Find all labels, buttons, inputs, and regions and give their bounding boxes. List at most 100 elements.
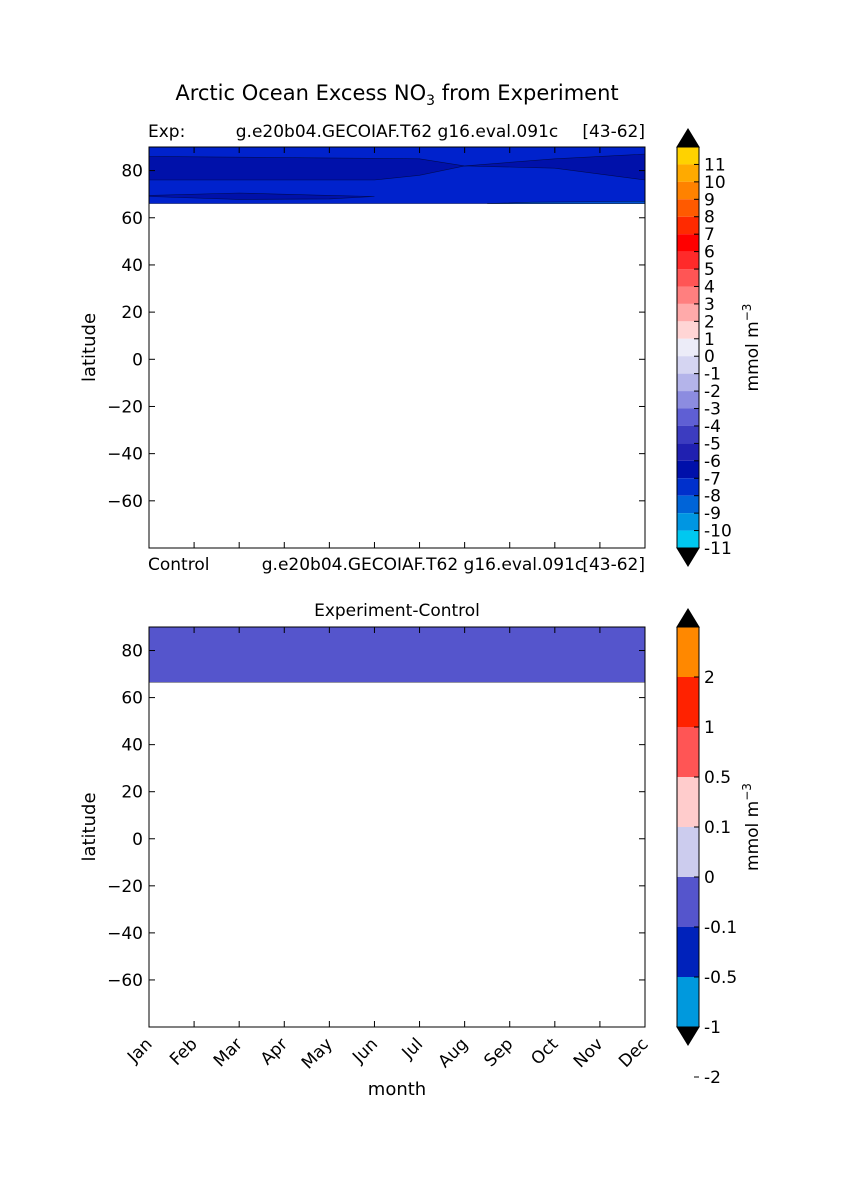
- colorbar-tick-label: 5: [704, 260, 715, 280]
- colorbar-min-arrow: [676, 1026, 700, 1046]
- y-tick-label: −40: [107, 445, 143, 465]
- colorbar-tick-label: -11: [704, 539, 732, 559]
- colorbar-segment: [677, 269, 699, 287]
- colorbar-segment: [677, 356, 699, 374]
- colorbar-segment: [677, 977, 699, 1027]
- y-tick-label: 40: [121, 256, 143, 276]
- colorbar-tick-label: 3: [704, 295, 715, 315]
- x-tick-label: Jul: [398, 1034, 427, 1063]
- colorbar-segment: [677, 251, 699, 270]
- panel1-title-left: Exp:: [148, 122, 185, 142]
- colorbar-tick-label: -3: [704, 400, 721, 420]
- x-tick-label: Jan: [123, 1034, 156, 1067]
- y-tick-label: 20: [121, 783, 143, 803]
- colorbar-label: mmol m−3: [740, 783, 763, 871]
- colorbar-segment: [677, 827, 699, 877]
- colorbar-tick-label: -7: [704, 469, 721, 489]
- colorbar-tick-label: -0.5: [704, 968, 737, 988]
- colorbar-tick-label: -1: [704, 365, 721, 385]
- panel1-bottom-center: g.e20b04.GECOIAF.T62 g16.eval.091c: [262, 555, 584, 575]
- colorbar-tick-label: 10: [704, 173, 726, 193]
- x-tick-label: Aug: [435, 1034, 473, 1072]
- colorbar-tick-label: 2: [704, 312, 715, 332]
- figure-title: Arctic Ocean Excess NO3 from Experiment: [175, 81, 618, 109]
- x-tick-label: Jun: [348, 1034, 382, 1068]
- colorbar-segment: [677, 234, 699, 252]
- colorbar-frame: [676, 146, 700, 549]
- y-tick-label: 60: [121, 689, 143, 709]
- plot-frame: [148, 146, 646, 549]
- colorbar-segment: [677, 478, 699, 496]
- x-tick-label: Oct: [527, 1034, 562, 1069]
- colorbar-tick-label: 9: [704, 190, 715, 210]
- x-tick-label: Sep: [480, 1034, 517, 1071]
- colorbar-tick-label: 0: [704, 868, 715, 888]
- colorbar-tick-label: -0.1: [704, 918, 737, 938]
- colorbar-max-arrow: [676, 128, 700, 148]
- colorbar-segment: [677, 181, 699, 200]
- filled-contour-region: [487, 200, 645, 204]
- y-tick-label: 0: [132, 830, 143, 850]
- y-tick-label: −20: [107, 397, 143, 417]
- colorbar-tick-label: 2: [704, 668, 715, 688]
- panel2-plot: 80 60 40 20 0 −20 −40 −60 latitude Jan Feb Mar Apr Ma…: [79, 626, 653, 1100]
- colorbar-tick-label: 0.1: [704, 818, 731, 838]
- colorbar-tick-label: -1: [704, 1018, 721, 1038]
- colorbar-tick-label: -4: [704, 417, 721, 437]
- y-tick-label: −60: [107, 492, 143, 512]
- y-tick-label: −40: [107, 924, 143, 944]
- colorbar-segment: [677, 164, 699, 182]
- colorbar-tick-label: -8: [704, 487, 721, 507]
- x-tick-label: Apr: [257, 1034, 292, 1069]
- y-tick-label: 80: [121, 162, 143, 182]
- x-tick-label: Mar: [210, 1034, 247, 1071]
- y-tick-label: 40: [121, 736, 143, 756]
- colorbar-segment: [677, 495, 699, 514]
- colorbar-segment: [677, 286, 699, 304]
- colorbar-tick-label: 1: [704, 718, 715, 738]
- colorbar-segment: [677, 199, 699, 217]
- colorbar-segment: [677, 877, 699, 927]
- colorbar-tick-label: 0: [704, 347, 715, 367]
- colorbar-segment: [677, 727, 699, 777]
- colorbar-segment: [677, 777, 699, 827]
- colorbar-segment: [677, 677, 699, 727]
- x-tick-label: Dec: [615, 1034, 652, 1071]
- colorbar-segment: [677, 927, 699, 977]
- y-tick-label: 60: [121, 209, 143, 229]
- filled-contour-region: [149, 147, 645, 167]
- colorbar-segment: [677, 443, 699, 461]
- panel2-title: Experiment-Control: [314, 601, 480, 621]
- x-tick-label: Nov: [570, 1034, 608, 1072]
- y-tick-label: 0: [132, 350, 143, 370]
- colorbar-segment: [677, 303, 699, 322]
- colorbar-segment: [677, 425, 699, 444]
- colorbar-tick-label: -6: [704, 452, 721, 472]
- colorbar-segment: [677, 373, 699, 392]
- colorbar-1: 11109876543210-1-2-3-4-5-6-7-8-9-10-11mm…: [676, 128, 763, 567]
- colorbar-tick-label: -2: [704, 1068, 721, 1088]
- colorbar-segment: [677, 530, 699, 548]
- panel1-title-right: [43-62]: [582, 122, 645, 142]
- panel1-bottom-right: [43-62]: [582, 555, 645, 575]
- panel1-title-center: g.e20b04.GECOIAF.T62 g16.eval.091c: [236, 122, 558, 142]
- colorbar-tick-label: 1: [704, 330, 715, 350]
- colorbar-tick-label: -5: [704, 434, 721, 454]
- panel1-plot: 80 60 40 20 0 −20 −40 −60 latitude: [79, 146, 646, 549]
- colorbar-segment: [677, 338, 699, 357]
- colorbar-min-arrow: [676, 547, 700, 567]
- colorbar-tick-label: 11: [704, 155, 726, 175]
- panel1-bottom-left: Control: [148, 555, 209, 575]
- y-axis-label: latitude: [79, 792, 100, 861]
- colorbar-tick-label: 6: [704, 243, 715, 263]
- colorbar-segment: [677, 627, 699, 677]
- y-tick-label: −60: [107, 971, 143, 991]
- x-axis-label: month: [368, 1079, 426, 1100]
- colorbar-tick-label: 8: [704, 208, 715, 228]
- colorbar-label: mmol m−3: [740, 304, 763, 392]
- y-axis-label: latitude: [79, 313, 100, 382]
- colorbar-max-arrow: [676, 608, 700, 628]
- colorbar-segment: [677, 391, 699, 409]
- colorbar-segment: [677, 147, 699, 165]
